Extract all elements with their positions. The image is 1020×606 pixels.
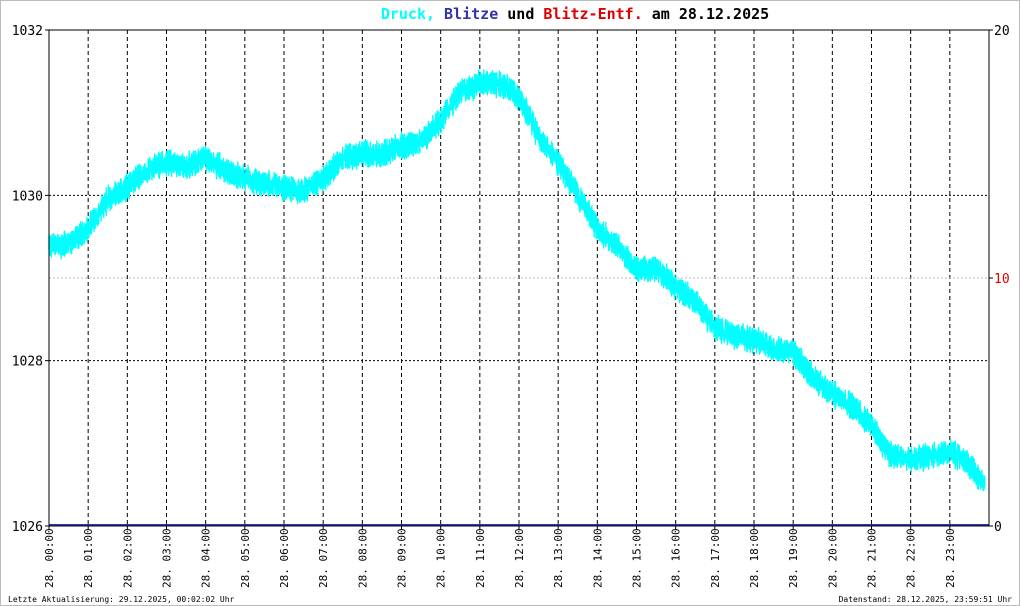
y2-tick-label: 10 xyxy=(994,272,1010,287)
x-tick-label: 28. 09:00 xyxy=(396,528,409,588)
y-tick-label: 1032 xyxy=(12,24,43,39)
chart-title: Druck, Blitze und Blitz-Entf. am 28.12.2… xyxy=(381,5,769,23)
x-tick-label: 28. 20:00 xyxy=(826,528,839,588)
y-tick-label: 1028 xyxy=(12,355,43,370)
x-tick-label: 28. 04:00 xyxy=(200,528,213,588)
series-line-druck xyxy=(48,69,986,492)
y2-tick-label: 20 xyxy=(994,24,1010,39)
y2-tick-label: 0 xyxy=(994,520,1002,535)
x-tick-label: 28. 23:00 xyxy=(944,528,957,588)
x-tick-label: 28. 03:00 xyxy=(161,528,174,588)
grid-lines xyxy=(49,30,989,526)
x-tick-label: 28. 02:00 xyxy=(121,528,134,588)
title-blitze: Blitze xyxy=(444,5,498,23)
footer-last-update: Letzte Aktualisierung: 29.12.2025, 00:02… xyxy=(8,595,235,604)
x-tick-label: 28. 11:00 xyxy=(474,528,487,588)
right-axis-ticks: 0 10 20 xyxy=(989,24,1010,535)
title-blitz-entf: Blitz-Entf. xyxy=(543,5,642,23)
x-tick-label: 28. 05:00 xyxy=(239,528,252,588)
x-tick-label: 28. 12:00 xyxy=(513,528,526,588)
x-tick-label: 28. 22:00 xyxy=(905,528,918,588)
y-tick-label: 1030 xyxy=(12,189,43,204)
title-date: am 28.12.2025 xyxy=(652,5,769,23)
x-tick-label: 28. 14:00 xyxy=(591,528,604,588)
x-tick-label: 28. 18:00 xyxy=(748,528,761,588)
title-druck: Druck, xyxy=(381,5,435,23)
x-tick-label: 28. 19:00 xyxy=(787,528,800,588)
x-tick-label: 28. 07:00 xyxy=(317,528,330,588)
title-und: und xyxy=(507,5,534,23)
x-tick-label: 28. 17:00 xyxy=(709,528,722,588)
x-tick-label: 28. 00:00 xyxy=(43,528,56,588)
x-tick-label: 28. 15:00 xyxy=(631,528,644,588)
x-tick-label: 28. 08:00 xyxy=(356,528,369,588)
left-axis-ticks: 1026 1028 1030 1032 xyxy=(12,24,49,535)
x-tick-label: 28. 13:00 xyxy=(552,528,565,588)
x-tick-label: 28. 01:00 xyxy=(82,528,95,588)
pressure-series xyxy=(48,69,989,526)
x-tick-label: 28. 16:00 xyxy=(670,528,683,588)
x-tick-label: 28. 21:00 xyxy=(866,528,879,588)
x-axis-ticks: 28. 00:00 28. 01:00 28. 02:00 28. 03:00 28. … xyxy=(43,526,957,588)
y-tick-label: 1026 xyxy=(12,520,43,535)
footer-data-state: Datenstand: 28.12.2025, 23:59:51 Uhr xyxy=(839,595,1013,604)
x-tick-label: 28. 10:00 xyxy=(435,528,448,588)
x-tick-label: 28. 06:00 xyxy=(278,528,291,588)
